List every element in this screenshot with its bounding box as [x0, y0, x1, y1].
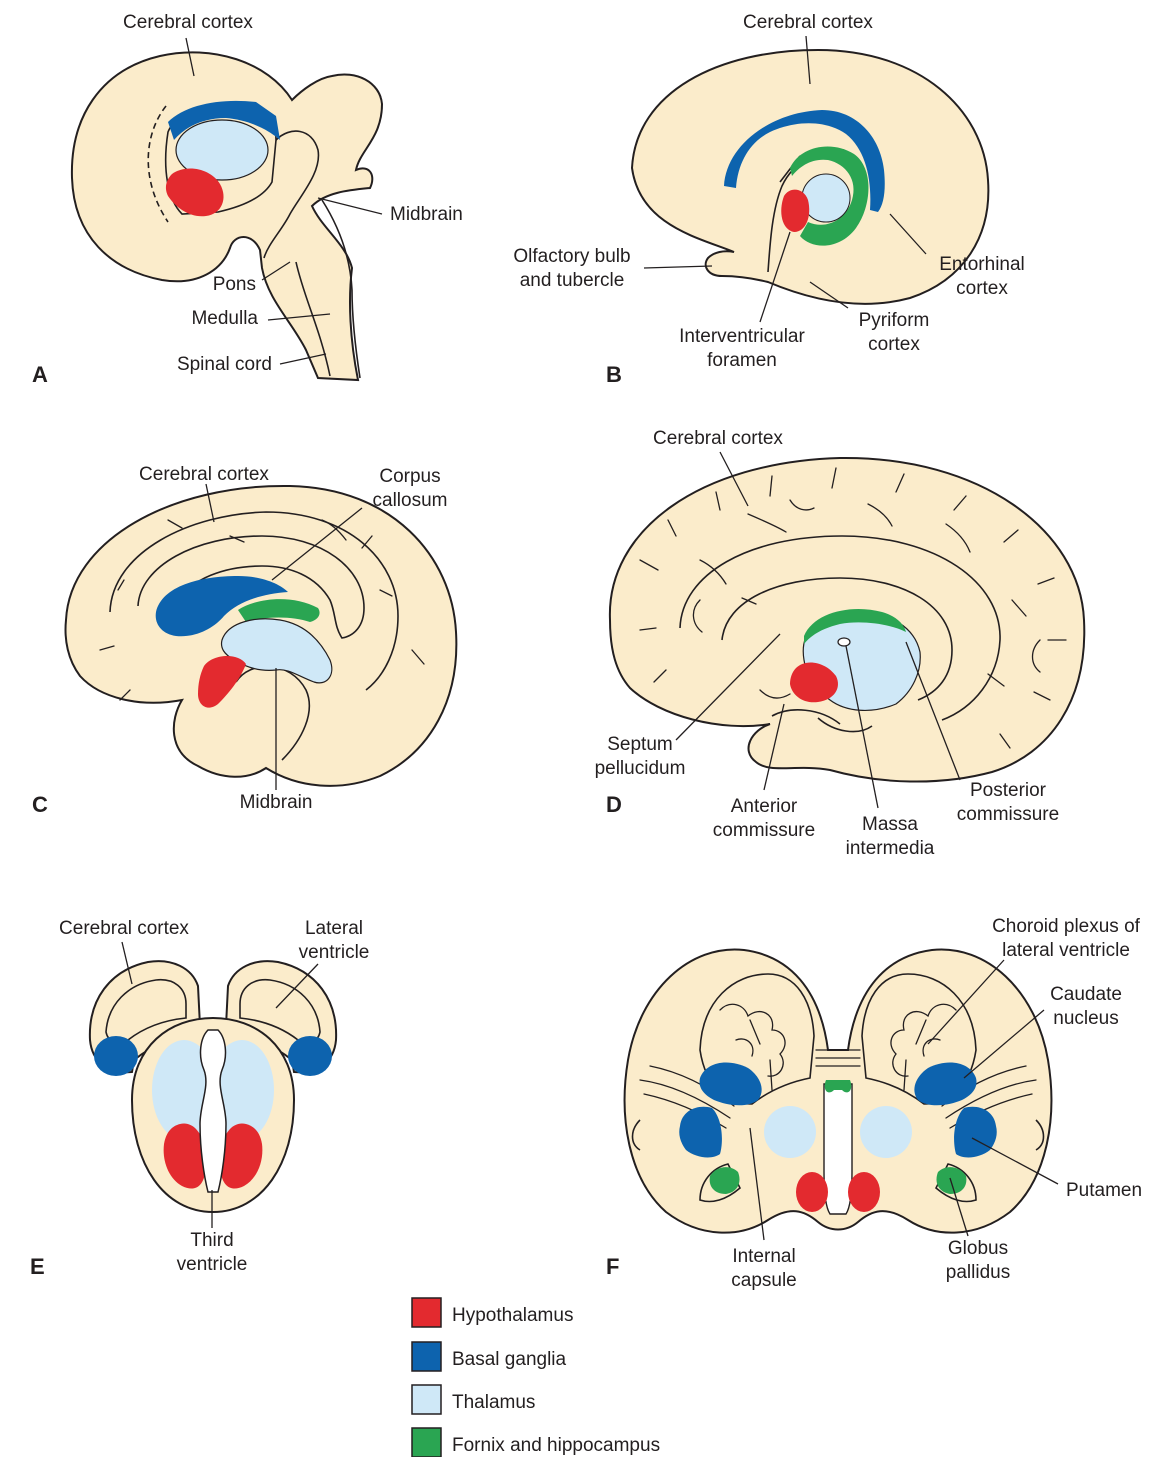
panel-f-third-ventricle	[823, 1083, 853, 1215]
legend-label-basal-ganglia: Basal ganglia	[452, 1349, 567, 1370]
panel-f-hypothalamus-right	[848, 1172, 880, 1212]
label-b-olfactory-1: Olfactory bulb	[513, 246, 630, 267]
legend-swatch-basal-ganglia	[411, 1341, 442, 1372]
legend-item-basal-ganglia: Basal ganglia	[411, 1341, 567, 1372]
label-f-choroid-2: lateral ventricle	[1002, 940, 1130, 961]
panel-letter-d: D	[606, 792, 622, 817]
label-b-cerebral-cortex: Cerebral cortex	[743, 12, 873, 33]
legend-item-hypothalamus: Hypothalamus	[411, 1297, 573, 1328]
label-a-medulla: Medulla	[191, 308, 258, 329]
panel-e-basal-ganglia-left	[94, 1036, 138, 1076]
label-b-olfactory-2: and tubercle	[520, 270, 625, 291]
panel-b-fornix-hippocampus	[790, 146, 869, 246]
label-b-entorhinal-2: cortex	[956, 278, 1008, 299]
panel-f-thalamus-right	[860, 1106, 912, 1158]
label-f-putamen: Putamen	[1066, 1180, 1142, 1201]
legend-label-thalamus: Thalamus	[452, 1392, 535, 1413]
panel-letter-e: E	[30, 1254, 45, 1279]
panel-letter-a: A	[32, 362, 48, 387]
panel-d: Cerebral cortex Septum pellucidum Anteri…	[595, 428, 1086, 859]
label-d-posterior-1: Posterior	[970, 780, 1047, 801]
panel-f-caudate-right	[914, 1062, 977, 1106]
label-d-anterior-2: commissure	[713, 820, 815, 841]
label-f-choroid-1: Choroid plexus of	[992, 916, 1141, 937]
label-c-midbrain: Midbrain	[240, 792, 313, 813]
label-a-pons: Pons	[213, 274, 256, 295]
label-a-spinal-cord: Spinal cord	[177, 354, 272, 375]
panel-f-caudate-left	[699, 1062, 762, 1106]
label-d-anterior-1: Anterior	[731, 796, 798, 817]
panel-a-basal-ganglia	[168, 100, 280, 140]
panel-letter-f: F	[606, 1254, 619, 1279]
legend: Hypothalamus Basal ganglia Thalamus Forn…	[411, 1297, 660, 1457]
panel-c-basal-ganglia	[155, 576, 288, 637]
panel-letter-b: B	[606, 362, 622, 387]
label-e-lateral-1: Lateral	[305, 918, 363, 939]
label-e-cerebral-cortex: Cerebral cortex	[59, 918, 189, 939]
panel-letter-c: C	[32, 792, 48, 817]
label-c-corpus-2: callosum	[373, 490, 448, 511]
label-e-third-2: ventricle	[177, 1254, 248, 1275]
panel-f-fornix	[824, 1080, 852, 1093]
panel-f-hippocampus-left	[709, 1167, 740, 1194]
panel-c-hypothalamus	[198, 655, 246, 708]
label-b-interventricular-2: foramen	[707, 350, 777, 371]
panel-f-hypothalamus-left	[796, 1172, 828, 1212]
label-b-pyriform-2: cortex	[868, 334, 920, 355]
label-b-interventricular-1: Interventricular	[679, 326, 805, 347]
legend-item-thalamus: Thalamus	[411, 1384, 535, 1415]
legend-swatch-hypothalamus	[411, 1297, 442, 1328]
panel-f-putamen-left	[679, 1106, 722, 1158]
label-d-massa-1: Massa	[862, 814, 918, 835]
panel-b: Cerebral cortex Olfactory bulb and tuber…	[513, 12, 1024, 387]
label-d-posterior-2: commissure	[957, 804, 1059, 825]
label-d-septum-1: Septum	[607, 734, 672, 755]
panel-b-thalamus	[801, 173, 851, 223]
label-f-internal-2: capsule	[731, 1270, 797, 1291]
panel-a-brain-outline	[70, 51, 384, 382]
panel-a-thalamus	[175, 119, 269, 181]
panel-d-fornix-hippocampus	[804, 609, 906, 644]
panel-a: Cerebral cortex Midbrain Pons Medulla Sp…	[32, 12, 463, 387]
panel-d-hypothalamus	[790, 662, 838, 703]
legend-swatch-thalamus	[411, 1384, 442, 1415]
panel-e-hypothalamus-right	[219, 1123, 263, 1189]
label-d-cerebral-cortex: Cerebral cortex	[653, 428, 783, 449]
legend-item-fornix-hippocampus: Fornix and hippocampus	[411, 1427, 660, 1457]
legend-label-hypothalamus: Hypothalamus	[452, 1305, 573, 1326]
label-c-corpus-1: Corpus	[379, 466, 440, 487]
label-e-third-1: Third	[190, 1230, 233, 1251]
label-b-entorhinal-1: Entorhinal	[939, 254, 1025, 275]
label-d-massa-2: intermedia	[846, 838, 935, 859]
label-f-caudate-1: Caudate	[1050, 984, 1122, 1005]
panel-e-basal-ganglia-right	[288, 1036, 332, 1076]
panel-e: Cerebral cortex Lateral ventricle Third …	[30, 918, 369, 1279]
panel-c: Cerebral cortex Corpus callosum Midbrain…	[32, 464, 458, 817]
label-d-septum-2: pellucidum	[595, 758, 686, 779]
panel-e-third-ventricle	[199, 1029, 227, 1193]
legend-label-fornix-hippocampus: Fornix and hippocampus	[452, 1435, 660, 1456]
panel-a-hypothalamus	[165, 168, 224, 217]
label-f-caudate-2: nucleus	[1053, 1008, 1119, 1029]
legend-swatch-fornix-hippocampus	[411, 1427, 442, 1457]
panel-f-thalamus-left	[764, 1106, 816, 1158]
label-c-cerebral-cortex: Cerebral cortex	[139, 464, 269, 485]
label-a-cerebral-cortex: Cerebral cortex	[123, 12, 253, 33]
panel-e-hypothalamus-left	[163, 1123, 207, 1189]
panel-d-massa-intermedia	[837, 637, 851, 647]
label-b-pyriform-1: Pyriform	[859, 310, 930, 331]
panel-c-fornix-hippocampus	[238, 599, 320, 622]
label-e-lateral-2: ventricle	[299, 942, 370, 963]
panel-b-brain-outline	[630, 48, 990, 305]
label-f-internal-1: Internal	[732, 1246, 795, 1267]
label-f-globus-2: pallidus	[946, 1262, 1010, 1283]
label-f-globus-1: Globus	[948, 1238, 1008, 1259]
panel-f: Choroid plexus of lateral ventricle Caud…	[606, 916, 1142, 1291]
panel-b-hypothalamus	[781, 189, 810, 232]
label-a-midbrain: Midbrain	[390, 204, 463, 225]
